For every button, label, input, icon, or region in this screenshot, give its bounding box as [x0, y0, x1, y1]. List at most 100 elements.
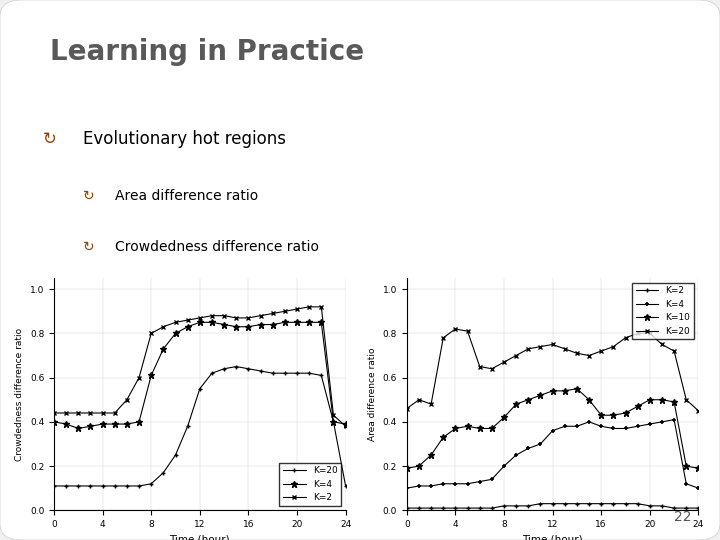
- K=2: [196, 315, 204, 321]
- K=2: [415, 505, 423, 511]
- Text: ↻: ↻: [83, 189, 94, 203]
- K=10: [670, 399, 678, 405]
- K=2: [62, 410, 71, 416]
- K=10: [451, 425, 459, 431]
- K=20: [341, 483, 350, 489]
- K=2: [451, 505, 459, 511]
- K=10: [657, 396, 666, 403]
- K=4: [585, 418, 593, 425]
- K=4: [439, 481, 448, 487]
- K=20: [171, 452, 180, 458]
- K=4: [232, 323, 240, 330]
- K=10: [524, 396, 533, 403]
- K=10: [645, 396, 654, 403]
- K=10: [536, 392, 545, 399]
- K=20: [184, 423, 192, 429]
- K=4: [682, 481, 690, 487]
- K=4: [621, 425, 630, 431]
- K=4: [86, 423, 95, 429]
- K=20: [196, 386, 204, 392]
- K=2: [634, 501, 642, 507]
- K=10: [402, 465, 411, 471]
- K=2: [694, 505, 703, 511]
- X-axis label: Time (hour): Time (hour): [522, 535, 583, 540]
- K=20: [110, 483, 119, 489]
- K=4: [645, 421, 654, 427]
- K=2: [317, 303, 325, 310]
- K=20: [86, 483, 95, 489]
- K=4: [524, 445, 533, 451]
- K=20: [281, 370, 289, 376]
- K=4: [634, 423, 642, 429]
- K=20: [317, 372, 325, 379]
- Text: ↻: ↻: [83, 240, 94, 254]
- Text: Crowdedness difference ratio: Crowdedness difference ratio: [115, 240, 319, 254]
- K=20: [159, 469, 168, 476]
- K=20: [122, 483, 131, 489]
- K=4: [147, 372, 156, 379]
- K=2: [609, 501, 618, 507]
- K=2: [171, 319, 180, 326]
- K=2: [560, 501, 569, 507]
- Line: K=20: K=20: [52, 364, 348, 488]
- K=20: [560, 346, 569, 352]
- K=20: [451, 326, 459, 332]
- K=2: [572, 501, 581, 507]
- X-axis label: Time (hour): Time (hour): [169, 535, 230, 540]
- K=2: [122, 396, 131, 403]
- K=10: [487, 425, 496, 431]
- K=2: [657, 503, 666, 509]
- K=4: [329, 418, 338, 425]
- K=4: [451, 481, 459, 487]
- K=20: [98, 483, 107, 489]
- K=2: [50, 410, 58, 416]
- K=4: [657, 418, 666, 425]
- K=2: [184, 317, 192, 323]
- K=10: [512, 401, 521, 407]
- K=20: [524, 346, 533, 352]
- K=2: [74, 410, 83, 416]
- K=20: [597, 348, 606, 354]
- K=4: [207, 319, 216, 326]
- Legend: K=2, K=4, K=10, K=20: K=2, K=4, K=10, K=20: [632, 282, 694, 339]
- K=20: [244, 366, 253, 372]
- K=10: [572, 386, 581, 392]
- K=4: [244, 323, 253, 330]
- K=20: [634, 330, 642, 336]
- K=2: [682, 505, 690, 511]
- K=2: [402, 505, 411, 511]
- K=20: [269, 370, 277, 376]
- K=2: [463, 505, 472, 511]
- K=4: [560, 423, 569, 429]
- Y-axis label: Area difference ratio: Area difference ratio: [368, 347, 377, 441]
- K=20: [512, 352, 521, 359]
- K=20: [463, 328, 472, 334]
- K=20: [50, 483, 58, 489]
- K=20: [585, 352, 593, 359]
- K=4: [220, 321, 228, 328]
- Text: ↻: ↻: [43, 130, 57, 147]
- K=20: [220, 366, 228, 372]
- K=20: [572, 350, 581, 356]
- K=4: [256, 321, 265, 328]
- K=20: [207, 370, 216, 376]
- K=2: [110, 410, 119, 416]
- K=2: [329, 412, 338, 418]
- K=2: [536, 501, 545, 507]
- K=4: [196, 319, 204, 326]
- Line: K=10: K=10: [404, 386, 701, 471]
- K=2: [244, 315, 253, 321]
- K=2: [292, 306, 302, 312]
- K=2: [585, 501, 593, 507]
- K=20: [427, 401, 436, 407]
- K=4: [415, 483, 423, 489]
- K=10: [694, 465, 703, 471]
- K=20: [402, 406, 411, 412]
- K=10: [609, 412, 618, 418]
- K=2: [86, 410, 95, 416]
- K=4: [463, 481, 472, 487]
- Line: K=2: K=2: [52, 305, 348, 429]
- K=4: [670, 416, 678, 423]
- Line: K=4: K=4: [51, 319, 348, 431]
- K=4: [512, 452, 521, 458]
